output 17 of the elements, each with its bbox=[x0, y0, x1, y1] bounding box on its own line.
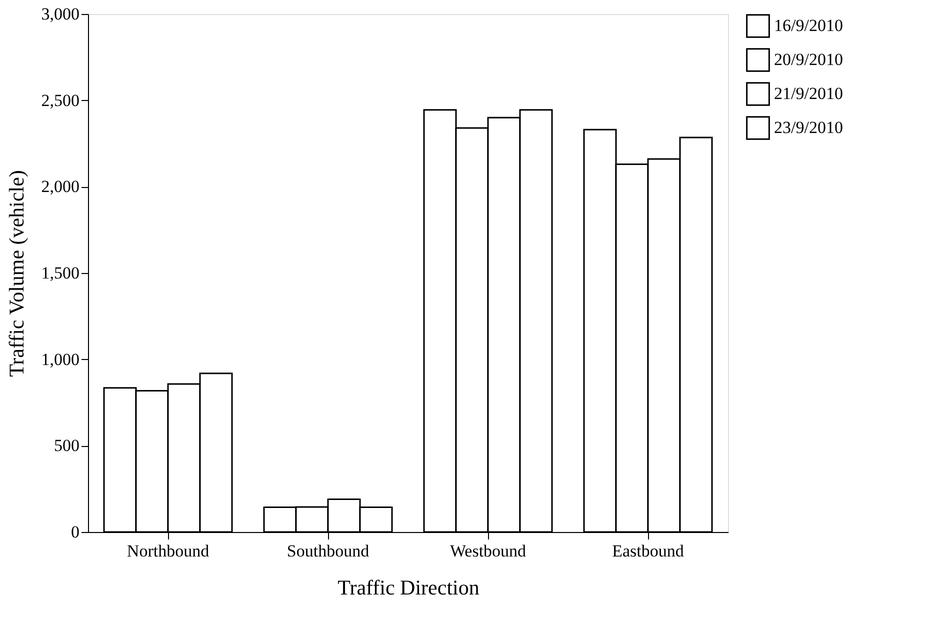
x-tick-label: Westbound bbox=[450, 542, 527, 560]
y-tick-label: 1,500 bbox=[41, 264, 80, 282]
y-tick-label: 3,000 bbox=[41, 4, 80, 24]
legend-label: 23/9/2010 bbox=[774, 118, 843, 137]
legend-label: 21/9/2010 bbox=[774, 84, 843, 103]
x-tick-label: Southbound bbox=[286, 542, 370, 560]
x-tick-label: Northbound bbox=[126, 542, 210, 560]
y-tick-label: 2,000 bbox=[41, 177, 80, 196]
x-axis-title: Traffic Direction bbox=[338, 576, 480, 600]
legend-label: 16/9/2010 bbox=[774, 16, 843, 35]
y-axis-title: Traffic Volume (vehicle) bbox=[4, 170, 28, 377]
x-tick-label: Eastbound bbox=[612, 542, 684, 560]
y-tick-label: 1,000 bbox=[41, 350, 80, 369]
legend-label: 20/9/2010 bbox=[774, 50, 843, 69]
y-tick-label: 500 bbox=[54, 436, 80, 456]
y-tick-label: 2,500 bbox=[41, 90, 80, 110]
y-tick-label: 0 bbox=[71, 522, 80, 542]
